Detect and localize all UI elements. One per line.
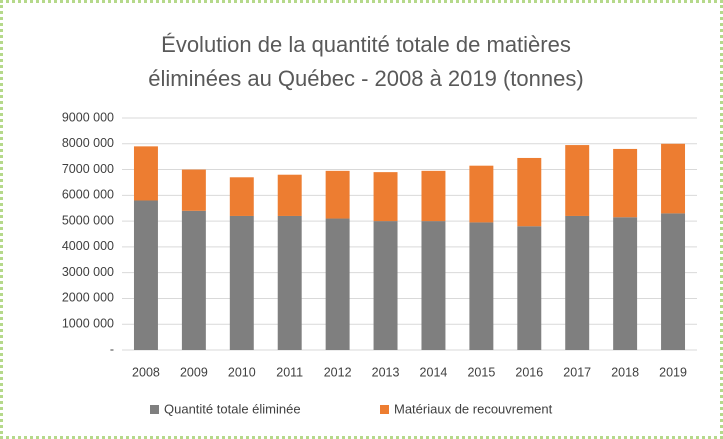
- y-tick-label: 7000 000: [62, 162, 114, 176]
- bar-segment: [565, 145, 590, 216]
- bar-segment: [469, 165, 494, 223]
- x-tick-label: 2009: [180, 365, 208, 379]
- bar-segment: [277, 174, 302, 216]
- x-tick-label: 2017: [563, 365, 591, 379]
- x-tick-label: 2010: [228, 365, 256, 379]
- legend: Quantité totale éliminée Matériaux de rec…: [150, 401, 553, 416]
- bar-segment: [613, 148, 638, 218]
- bar-segment: [133, 200, 158, 350]
- bar-segment: [277, 215, 302, 350]
- bar-segment: [373, 172, 398, 222]
- y-tick-label: 8000 000: [62, 136, 114, 150]
- y-tick-label: 4000 000: [62, 239, 114, 253]
- bar-segment: [613, 217, 638, 350]
- bar-segment: [661, 213, 686, 350]
- bar-segment: [469, 222, 494, 350]
- y-tick-label: 1000 000: [62, 317, 114, 331]
- bar-segment: [517, 226, 542, 350]
- x-tick-label: 2011: [276, 365, 303, 379]
- y-tick-label: 2000 000: [62, 291, 114, 305]
- bar-segment: [325, 218, 350, 350]
- bar-segment: [517, 157, 542, 227]
- bar-segment: [229, 215, 254, 350]
- x-tick-label: 2014: [420, 365, 448, 379]
- bar-segment: [421, 170, 446, 222]
- x-tick-label: 2012: [324, 365, 352, 379]
- x-tick-label: 2015: [467, 365, 495, 379]
- bar-segment: [229, 177, 254, 216]
- y-tick-label: 5000 000: [62, 213, 114, 227]
- bar-segment: [661, 143, 686, 214]
- legend-label: Quantité totale éliminée: [164, 401, 301, 416]
- y-tick-label: 9000 000: [62, 110, 114, 124]
- bar-segment: [373, 221, 398, 350]
- x-tick-label: 2016: [515, 365, 543, 379]
- chart-title: Évolution de la quantité totale de matiè…: [148, 32, 584, 91]
- bar-segment: [181, 169, 206, 211]
- bar-segment: [421, 221, 446, 350]
- bar-segment: [181, 210, 206, 350]
- y-tick-label: 6000 000: [62, 188, 114, 202]
- bar-segment: [133, 146, 158, 201]
- legend-swatch: [380, 405, 389, 414]
- legend-swatch: [150, 405, 159, 414]
- y-tick-label: 3000 000: [62, 265, 114, 279]
- x-tick-label: 2018: [611, 365, 639, 379]
- legend-label: Matériaux de recouvrement: [394, 401, 553, 416]
- x-tick-label: 2013: [372, 365, 400, 379]
- bar-segment: [565, 215, 590, 350]
- y-tick-label: -: [110, 342, 114, 356]
- x-tick-label: 2019: [659, 365, 687, 379]
- x-tick-label: 2008: [132, 365, 160, 379]
- bar-segment: [325, 170, 350, 219]
